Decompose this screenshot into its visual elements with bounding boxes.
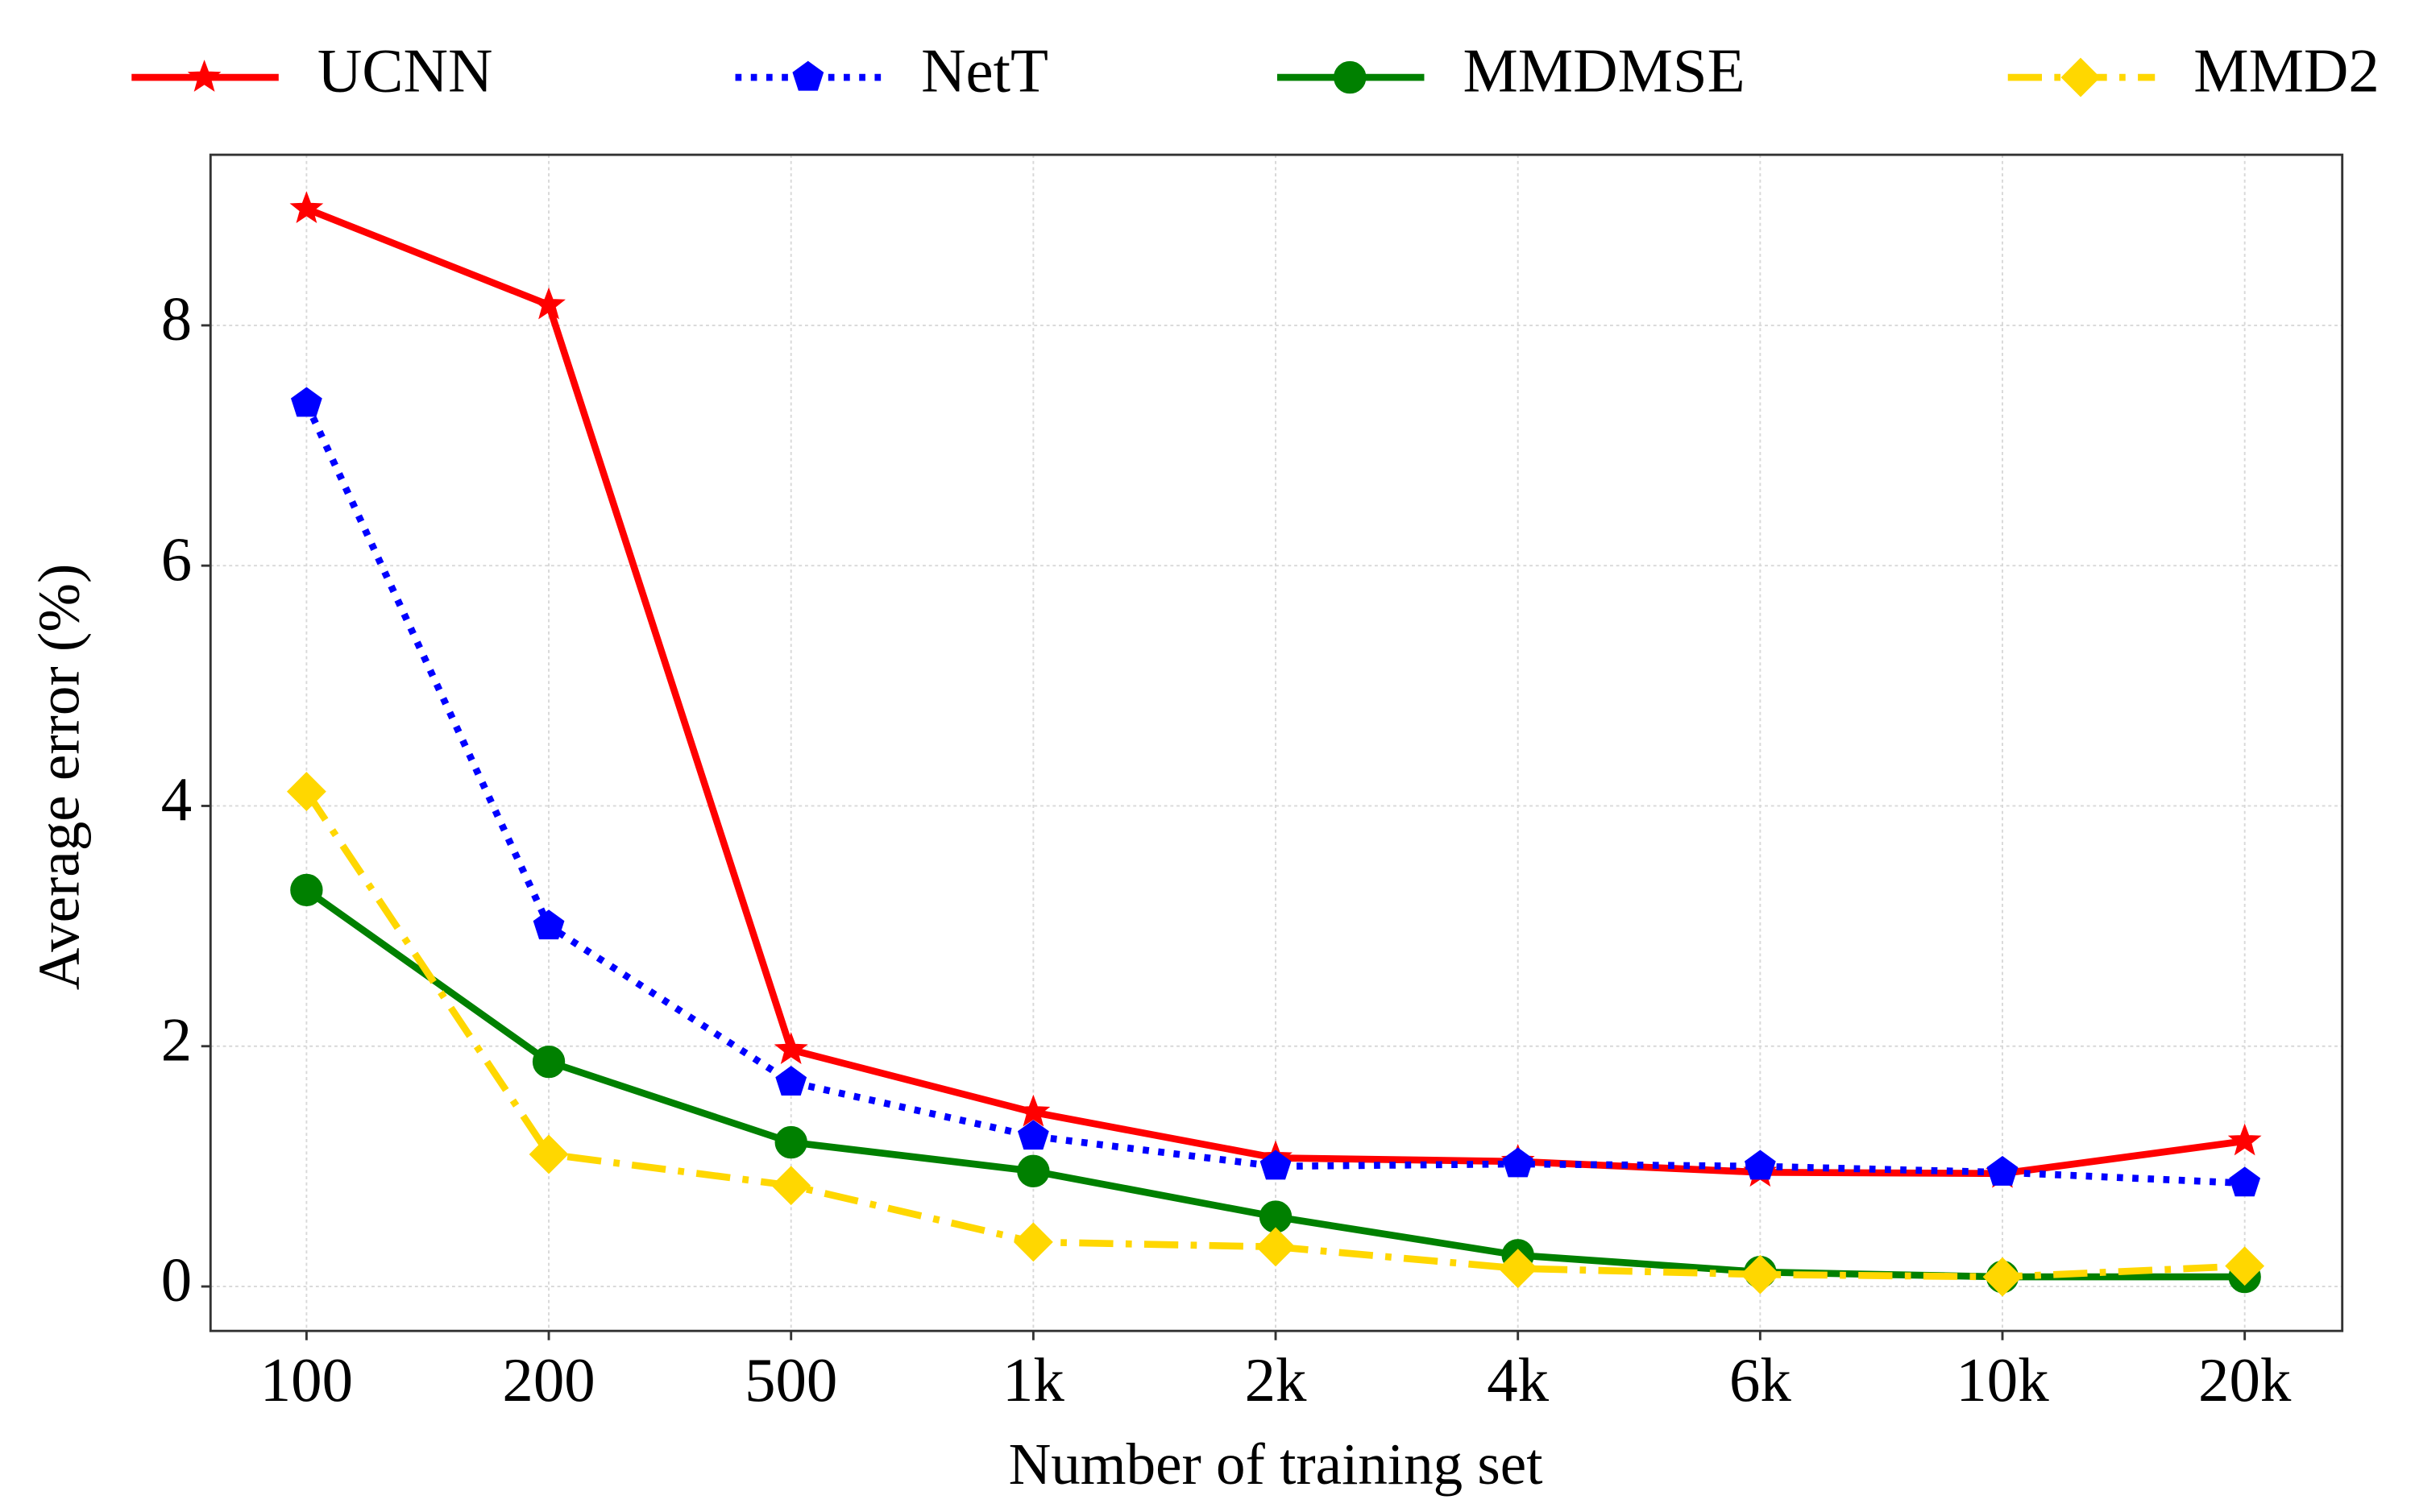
- x-tick-label: 500: [745, 1346, 837, 1415]
- legend-marker: [792, 60, 824, 91]
- marker: [1017, 1154, 1050, 1188]
- y-axis-label: Average error (%): [26, 564, 91, 991]
- plot-frame: [209, 153, 2344, 1332]
- marker: [774, 1125, 807, 1159]
- y-tick-label: 8: [161, 285, 192, 354]
- series-line: [303, 402, 2245, 1187]
- x-tick-label: 6k: [1729, 1346, 1791, 1415]
- marker: [532, 287, 566, 320]
- y-tick-label: 6: [161, 525, 192, 594]
- marker: [771, 1166, 811, 1206]
- marker: [1498, 1249, 1538, 1289]
- marker: [532, 1045, 566, 1079]
- x-tick-label: 100: [260, 1346, 353, 1415]
- marker: [1740, 1254, 1780, 1295]
- y-tick-label: 0: [161, 1246, 192, 1315]
- legend-label: NetT: [921, 37, 1048, 106]
- marker: [529, 1134, 569, 1174]
- marker: [1982, 1257, 2023, 1297]
- x-tick-label: 20k: [2198, 1346, 2292, 1415]
- marker: [2225, 1246, 2265, 1286]
- x-tick-label: 1k: [1002, 1346, 1064, 1415]
- marker: [286, 772, 326, 811]
- marker: [290, 387, 322, 417]
- marker: [1017, 1120, 1049, 1150]
- legend-marker: [1334, 60, 1367, 94]
- legend-label: MMD2: [2193, 37, 2380, 106]
- marker: [1016, 1094, 1051, 1127]
- x-tick-label: 10k: [1956, 1346, 2049, 1415]
- x-tick-label: 4k: [1487, 1346, 1549, 1415]
- marker: [1255, 1227, 1296, 1267]
- legend-label: UCNN: [317, 37, 493, 106]
- marker: [774, 1032, 808, 1064]
- marker: [289, 191, 324, 224]
- marker: [1502, 1147, 1534, 1178]
- y-tick-label: 2: [161, 1005, 192, 1074]
- marker: [1259, 1150, 1292, 1180]
- marker: [1744, 1150, 1776, 1180]
- marker: [1986, 1155, 2019, 1186]
- legend-label: MMDMSE: [1463, 37, 1745, 106]
- marker: [1013, 1222, 1053, 1262]
- y-tick-label: 4: [161, 765, 192, 834]
- x-tick-label: 2k: [1245, 1346, 1307, 1415]
- legend-marker: [2060, 57, 2101, 97]
- marker: [2229, 1166, 2261, 1197]
- legend-marker: [187, 60, 222, 92]
- marker: [775, 1066, 807, 1096]
- x-axis-label: Number of training set: [1009, 1431, 1543, 1497]
- x-tick-label: 200: [502, 1346, 595, 1415]
- marker: [290, 873, 323, 907]
- marker: [533, 909, 565, 940]
- marker: [2227, 1123, 2262, 1156]
